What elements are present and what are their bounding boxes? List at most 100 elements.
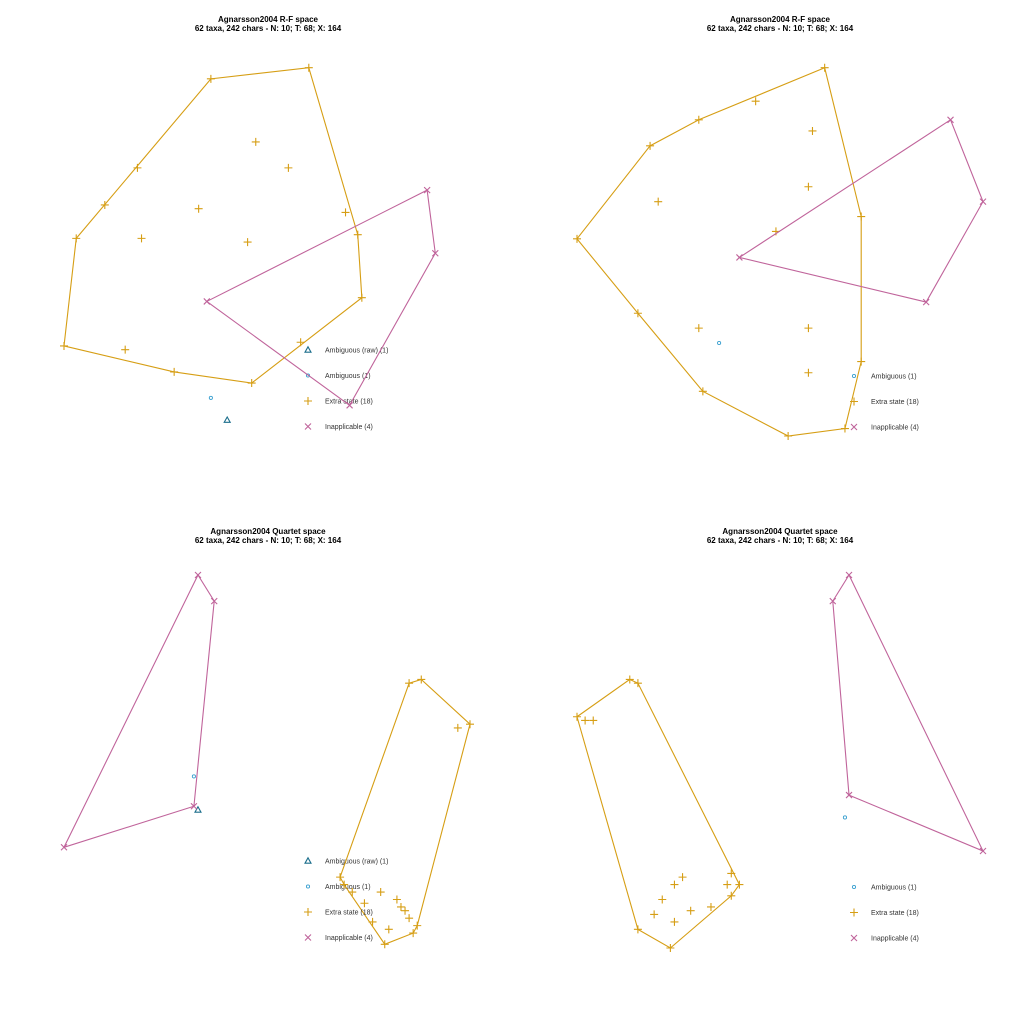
data-point (666, 944, 675, 952)
legend-symbol (850, 423, 858, 431)
series-circle (208, 395, 213, 400)
legend-symbol (304, 423, 312, 430)
data-point (658, 895, 667, 904)
series-x (203, 186, 439, 409)
data-point (284, 163, 293, 172)
legend-symbol (304, 934, 312, 941)
data-point (396, 902, 405, 911)
data-point (208, 395, 213, 400)
data-point (727, 891, 736, 900)
chart-subtitle: 62 taxa, 242 chars - N: 10; T: 68; X: 16… (707, 24, 854, 33)
legend-label: Extra state (18) (871, 910, 919, 917)
data-point (573, 712, 581, 721)
data-point (170, 367, 179, 376)
data-point (384, 925, 393, 934)
series-circle (842, 815, 848, 820)
chart-subtitle: 62 taxa, 242 chars - N: 10; T: 68; X: 16… (195, 24, 342, 33)
legend-label: Ambiguous (1) (325, 373, 371, 380)
data-point (304, 63, 313, 72)
data-point (100, 200, 109, 209)
legend-label: Ambiguous (1) (871, 885, 917, 892)
legend-label: Inapplicable (4) (871, 425, 919, 432)
data-point (646, 141, 655, 150)
data-point (353, 230, 362, 239)
data-point (678, 873, 687, 882)
data-point (804, 324, 813, 333)
chart-subtitle: 62 taxa, 242 chars - N: 10; T: 68; X: 16… (707, 536, 854, 545)
series-x (829, 571, 987, 855)
series-plus (336, 675, 474, 949)
chart-subtitle: 62 taxa, 242 chars - N: 10; T: 68; X: 16… (195, 536, 342, 545)
series-x (736, 116, 987, 306)
data-point (340, 880, 349, 889)
data-point (137, 234, 146, 243)
data-point (210, 597, 218, 605)
data-point (723, 880, 732, 889)
data-point (727, 869, 736, 878)
data-point (190, 802, 198, 810)
series-hull (832, 573, 985, 853)
legend-label: Ambiguous (1) (325, 884, 371, 891)
legend-symbol (305, 884, 311, 889)
series-circle (191, 774, 196, 779)
legend-symbol (305, 373, 311, 378)
series-hull (576, 66, 862, 437)
series-triangle (223, 415, 232, 423)
data-point (368, 917, 377, 926)
legend-symbol (304, 856, 312, 864)
legend-label: Extra state (18) (325, 399, 373, 406)
data-point (191, 774, 196, 779)
data-point (376, 888, 385, 897)
legend-label: Ambiguous (raw) (1) (325, 348, 388, 355)
data-point (133, 163, 142, 172)
chart-title: Agnarsson2004 Quartet space (722, 527, 838, 536)
data-point (431, 249, 439, 257)
data-point (466, 720, 474, 729)
legend-symbol (304, 345, 312, 353)
data-point (251, 137, 260, 146)
data-point (698, 387, 707, 396)
data-point (633, 679, 642, 688)
data-point (922, 298, 930, 306)
data-point (706, 902, 715, 911)
data-point (751, 97, 760, 106)
data-point (206, 74, 215, 83)
series-hull (576, 678, 741, 949)
data-point (60, 843, 68, 851)
data-point (194, 204, 203, 213)
data-point (194, 571, 202, 579)
data-point (686, 906, 695, 915)
series-circle (717, 340, 722, 346)
data-point (203, 298, 211, 305)
data-point (223, 415, 232, 423)
data-point (857, 357, 866, 366)
data-point (392, 895, 401, 904)
data-point (735, 880, 744, 889)
data-point (453, 723, 462, 732)
data-point (60, 341, 68, 350)
data-point (784, 432, 793, 440)
data-point (405, 679, 414, 688)
data-point (840, 424, 849, 433)
data-point (581, 716, 590, 725)
data-point (947, 116, 954, 124)
series-plus (573, 63, 866, 440)
legend-label: Ambiguous (1) (871, 374, 917, 381)
data-point (845, 571, 853, 579)
data-point (820, 63, 829, 72)
data-point (842, 815, 848, 820)
chart-title: Agnarsson2004 R-F space (218, 15, 319, 24)
data-point (670, 917, 679, 926)
legend-label: Ambiguous (raw) (1) (325, 859, 388, 866)
legend-label: Inapplicable (4) (871, 936, 919, 943)
series-hull (62, 573, 215, 849)
data-point (808, 126, 817, 135)
legend-symbol (304, 908, 312, 916)
data-point (589, 716, 598, 725)
chart-title: Agnarsson2004 Quartet space (210, 527, 326, 536)
legend-label: Extra state (18) (325, 910, 373, 917)
data-point (736, 254, 743, 261)
data-point (346, 401, 353, 409)
